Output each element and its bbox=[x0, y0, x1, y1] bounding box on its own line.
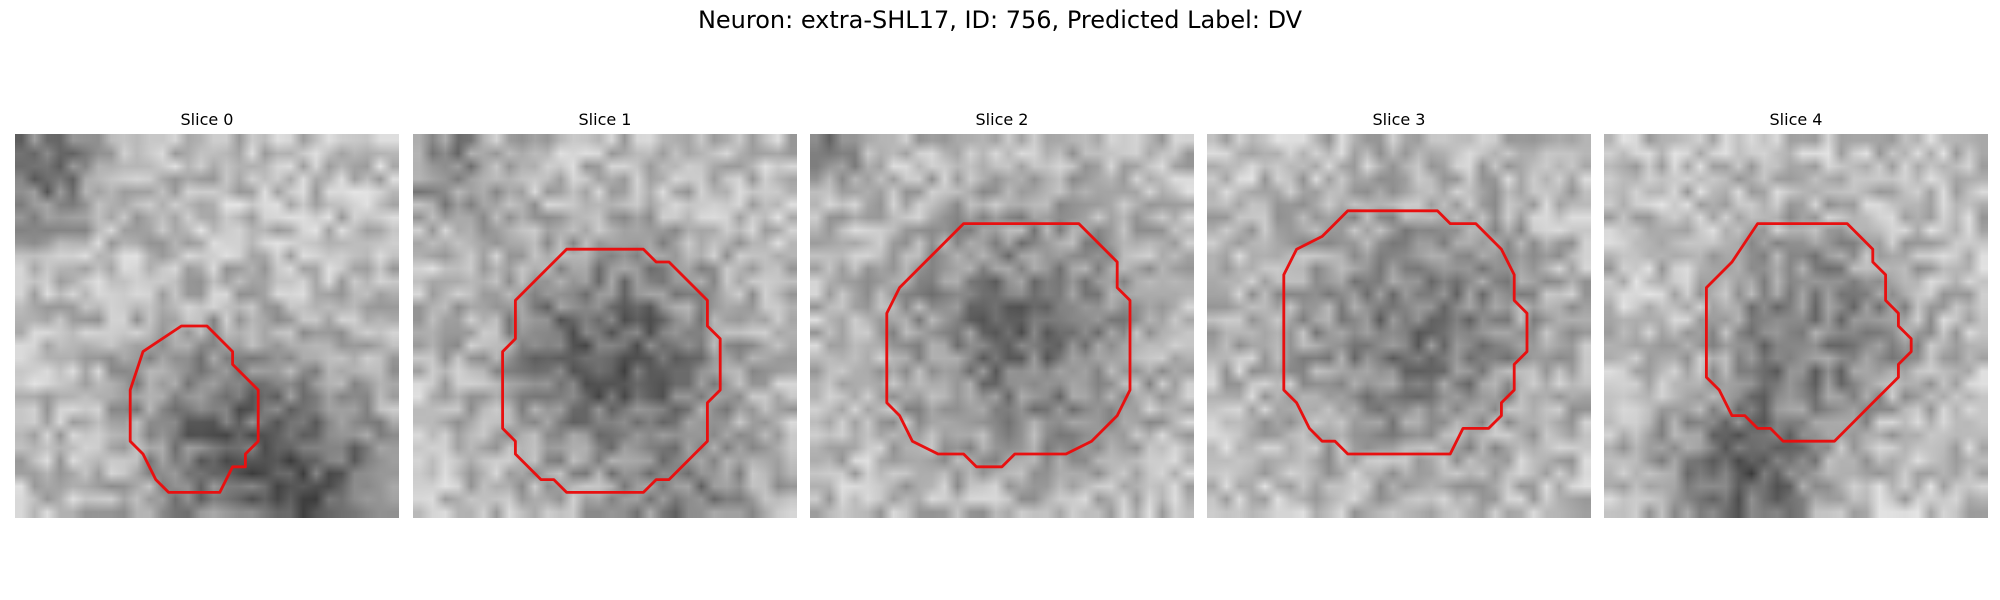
contour-line bbox=[128, 324, 260, 494]
roi-contour bbox=[128, 324, 260, 494]
contour-line bbox=[501, 247, 722, 494]
roi-contour bbox=[1704, 222, 1913, 443]
contour-line bbox=[1282, 209, 1529, 456]
contour-line bbox=[885, 222, 1132, 469]
slice-panel-2: Slice 2 bbox=[810, 108, 1194, 518]
slice-title: Slice 1 bbox=[578, 110, 632, 129]
slice-title: Slice 2 bbox=[975, 110, 1029, 129]
slice-panel-0: Slice 0 bbox=[15, 108, 399, 518]
slice-panel-4: Slice 4 bbox=[1604, 108, 1988, 518]
slice-image bbox=[1604, 134, 1988, 518]
roi-contour bbox=[885, 222, 1132, 469]
slice-title: Slice 3 bbox=[1372, 110, 1426, 129]
slice-panel-1: Slice 1 bbox=[413, 108, 797, 518]
slice-title: Slice 0 bbox=[180, 110, 234, 129]
slice-panel-3: Slice 3 bbox=[1207, 108, 1591, 518]
figure-title: Neuron: extra-SHL17, ID: 756, Predicted … bbox=[697, 6, 1303, 34]
slice-image bbox=[413, 134, 797, 518]
roi-contour bbox=[1282, 209, 1529, 456]
slice-title: Slice 4 bbox=[1769, 110, 1823, 129]
contour-line bbox=[1704, 222, 1913, 443]
roi-contour bbox=[501, 247, 722, 494]
